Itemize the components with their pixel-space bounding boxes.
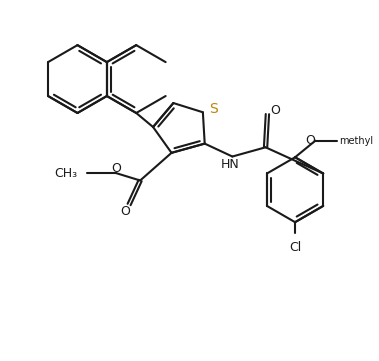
Text: HN: HN [221,158,240,171]
Text: CH₃: CH₃ [54,167,77,180]
Text: O: O [121,205,130,218]
Text: O: O [111,162,121,175]
Text: methyl: methyl [339,136,373,146]
Text: S: S [210,101,218,116]
Text: Cl: Cl [289,242,301,255]
Text: O: O [305,134,315,147]
Text: O: O [271,104,280,117]
